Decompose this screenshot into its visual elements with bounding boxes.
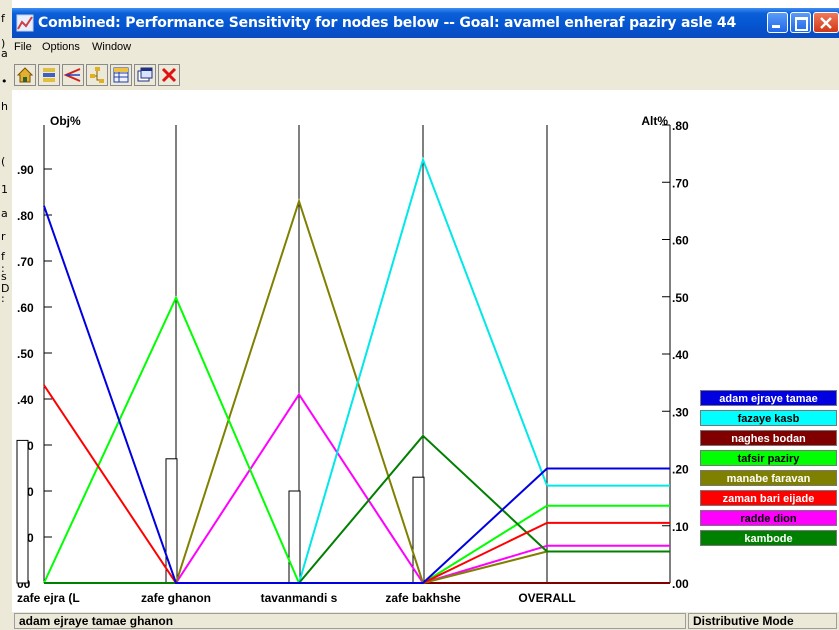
menu-window[interactable]: Window <box>92 41 132 53</box>
column-label: zafe ghanon <box>141 591 211 605</box>
close-button[interactable] <box>813 12 839 33</box>
background-glyph: : <box>1 262 5 275</box>
left-tick-label: .60 <box>17 301 34 315</box>
legend-item[interactable]: zaman bari eijade <box>700 490 837 506</box>
left-tick-label: .50 <box>17 347 34 361</box>
background-glyph: ) <box>1 37 6 50</box>
column-label: OVERALL <box>518 591 575 605</box>
background-glyph: ( <box>1 155 6 168</box>
delete-button[interactable] <box>158 64 180 86</box>
menu-file[interactable]: File <box>14 41 32 53</box>
legend-item[interactable]: radde dion <box>700 510 837 526</box>
grid-icon <box>113 67 129 83</box>
grid-button[interactable] <box>110 64 132 86</box>
background-glyph: • <box>1 75 8 88</box>
column-label: zafe ejra (L <box>17 591 80 605</box>
right-tick-label: .60 <box>672 234 689 248</box>
home-button[interactable] <box>14 64 36 86</box>
toolbar <box>12 60 839 90</box>
tree-icon <box>90 67 104 83</box>
sort-icon <box>43 68 55 82</box>
background-glyph: s <box>1 270 7 283</box>
title-bar[interactable]: Combined: Performance Sensitivity for no… <box>12 8 839 38</box>
home-icon <box>16 67 34 83</box>
objective-weight-bar <box>16 439 29 584</box>
right-tick-label: .20 <box>672 463 689 477</box>
background-glyph: a <box>1 207 8 220</box>
legend-item[interactable]: kambode <box>700 530 837 546</box>
background-glyph: D <box>1 282 10 295</box>
column-label: zafe bakhshe <box>385 591 461 605</box>
background-glyph: r <box>1 230 6 243</box>
background-glyph: a <box>1 47 8 60</box>
sort-button[interactable] <box>38 64 60 86</box>
maximize-button[interactable] <box>790 12 811 33</box>
objective-weight-bar <box>165 458 178 584</box>
left-axis-title: Obj% <box>50 114 81 128</box>
column-label: tavanmandi s <box>261 591 338 605</box>
legend-item[interactable]: fazaye kasb <box>700 410 837 426</box>
right-tick-label: .80 <box>672 119 689 133</box>
tree-button[interactable] <box>86 64 108 86</box>
menu-bar: File Options Window <box>12 38 839 58</box>
status-bar: adam ejraye tamae ghanon Distributive Mo… <box>12 612 839 630</box>
windows-icon <box>137 67 153 82</box>
right-tick-label: .10 <box>672 520 689 534</box>
series-line <box>43 205 548 584</box>
windows-button[interactable] <box>134 64 156 86</box>
window-title: Combined: Performance Sensitivity for no… <box>38 15 737 31</box>
minimize-button[interactable] <box>767 12 788 33</box>
background-glyph: f <box>1 250 5 263</box>
right-axis-title: Alt% <box>641 114 668 128</box>
left-tick-label: .40 <box>17 393 34 407</box>
right-tick-label: .00 <box>672 577 689 591</box>
status-selected-alternative: adam ejraye tamae ghanon <box>14 613 686 629</box>
background-glyph: h <box>1 100 8 113</box>
right-tick-label: .70 <box>672 176 689 190</box>
background-window-strip <box>0 0 12 630</box>
status-mode: Distributive Mode <box>688 613 837 629</box>
background-glyph: f <box>1 12 5 25</box>
background-glyph: 1 <box>1 183 8 196</box>
background-glyph: : <box>1 292 5 305</box>
maximize-icon <box>795 17 808 31</box>
compare-icon <box>63 68 81 82</box>
left-tick-label: .90 <box>17 163 34 177</box>
objective-weight-bar <box>288 490 301 584</box>
minimize-icon <box>772 25 780 28</box>
legend-item[interactable]: adam ejraye tamae <box>700 390 837 406</box>
legend-item[interactable]: tafsir paziry <box>700 450 837 466</box>
left-tick-label: .80 <box>17 209 34 223</box>
close-red-icon <box>161 67 177 83</box>
legend-item[interactable]: manabe faravan <box>700 470 837 486</box>
sensitivity-window: Combined: Performance Sensitivity for no… <box>12 8 839 630</box>
legend-item[interactable]: naghes bodan <box>700 430 837 446</box>
menu-options[interactable]: Options <box>42 41 80 53</box>
left-tick-label: .70 <box>17 255 34 269</box>
close-icon <box>820 17 832 29</box>
chart-icon <box>16 14 34 32</box>
right-tick-label: .50 <box>672 291 689 305</box>
right-tick-label: .30 <box>672 405 689 419</box>
right-tick-label: .40 <box>672 348 689 362</box>
compare-button[interactable] <box>62 64 84 86</box>
